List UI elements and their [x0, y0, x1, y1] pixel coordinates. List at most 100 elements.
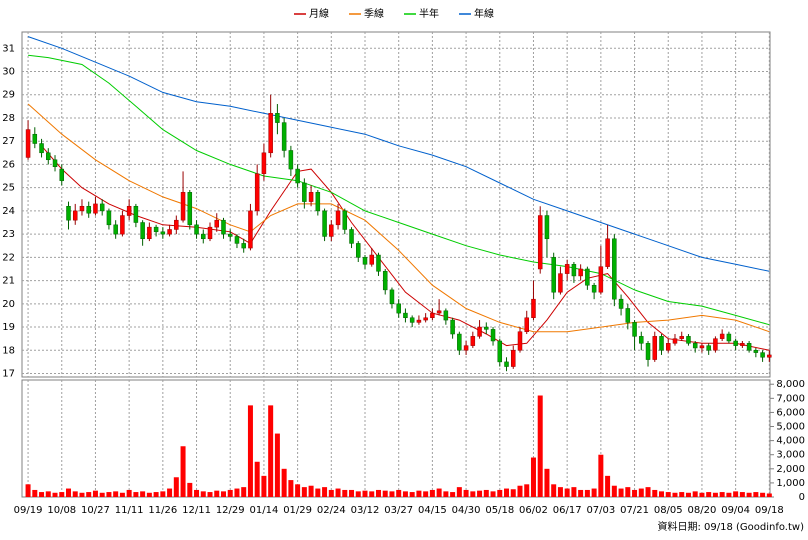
candle-body [59, 168, 65, 181]
candle-body [477, 326, 482, 337]
volume-bar [557, 487, 563, 497]
y-tick-label: 26 [2, 159, 15, 170]
y2-tick-label: 2,000 [776, 464, 805, 475]
candle-body [639, 336, 644, 344]
x-tick-label: 12/29 [216, 505, 245, 516]
y2-tick-label: 6,000 [776, 407, 805, 418]
candle-body [93, 203, 98, 214]
x-tick-label: 01/29 [283, 505, 312, 516]
volume-bar [578, 489, 584, 497]
y-tick-label: 22 [2, 252, 15, 263]
volume-bar [699, 492, 705, 497]
volume-bar [146, 492, 152, 497]
ma-line [41, 145, 770, 351]
candle-body [227, 233, 233, 237]
x-tick-label: 02/24 [317, 505, 346, 516]
candle-body [52, 159, 58, 167]
volume-bar [645, 487, 651, 497]
candle-body [713, 338, 718, 351]
volume-bar [86, 492, 92, 497]
candle-body [140, 222, 145, 240]
candle-body [612, 238, 617, 300]
candle-body [537, 215, 543, 270]
x-tick-label: 10/08 [47, 505, 76, 516]
volume-bar [173, 477, 179, 497]
candle-body [382, 271, 388, 291]
volume-bar [328, 489, 334, 497]
x-tick-label: 07/03 [586, 505, 615, 516]
candle-body [753, 350, 759, 353]
x-tick-label: 11/26 [148, 505, 177, 516]
volume-bar [32, 489, 38, 497]
volume-bar [45, 491, 51, 497]
candle-body [167, 229, 172, 235]
volume-bar [470, 491, 476, 497]
volume-bar [281, 468, 287, 497]
candle-body [308, 192, 314, 202]
candle-body [322, 210, 327, 237]
x-tick-label: 04/15 [418, 505, 447, 516]
candle-body [497, 340, 503, 363]
volume-bar [685, 492, 691, 497]
y2-tick-label: 0 [799, 492, 805, 503]
candle-body [679, 336, 684, 339]
volume-bar [632, 489, 638, 497]
volume-bar [301, 487, 307, 497]
candle-body [524, 317, 529, 332]
candle-body [423, 317, 428, 321]
candle-body [443, 310, 449, 321]
volume-bar [760, 492, 766, 497]
candle-body [416, 319, 422, 323]
volume-bar [766, 493, 772, 497]
volume-bar [268, 405, 274, 497]
candle-body [652, 336, 658, 360]
volume-bar [187, 482, 193, 497]
volume-bar [429, 489, 435, 497]
candle-body [214, 219, 219, 228]
candle-body [692, 343, 698, 349]
y-tick-label: 25 [2, 183, 15, 194]
candle-body [719, 333, 725, 339]
y-tick-label: 18 [2, 345, 15, 356]
candle-body [46, 152, 51, 161]
volume-bar [706, 492, 712, 497]
volume-bar [544, 468, 550, 497]
volume-bar [194, 489, 200, 497]
volume-bar [389, 491, 395, 497]
candle-body [672, 338, 678, 344]
x-tick-label: 03/27 [384, 505, 413, 516]
ma-line [27, 36, 770, 272]
volume-bar [39, 492, 45, 497]
candle-body [153, 226, 159, 233]
x-tick-label: 08/20 [688, 505, 717, 516]
volume-bar [564, 488, 570, 497]
candle-body [302, 182, 307, 202]
candle-body [207, 226, 213, 240]
candle-body [369, 254, 374, 265]
volume-bar [456, 487, 462, 497]
volume-bar [409, 492, 415, 497]
candle-body [79, 205, 85, 212]
volume-bar [746, 492, 752, 497]
volume-bar [72, 491, 78, 497]
volume-bar [537, 395, 543, 497]
ma-line [27, 103, 770, 333]
candle-body [598, 266, 604, 293]
volume-bar [571, 487, 577, 497]
volume-bar [234, 488, 240, 497]
volume-bar [611, 485, 617, 497]
candle-body [281, 122, 287, 151]
candle-body [409, 317, 415, 323]
candle-body [349, 229, 354, 244]
volume-bar [342, 489, 348, 497]
candle-body [706, 345, 711, 351]
volume-bar [99, 492, 105, 497]
volume-bar [396, 489, 402, 497]
volume-bar [315, 488, 321, 497]
volume-bar [335, 488, 341, 497]
candle-body [511, 350, 516, 367]
y-tick-label: 28 [2, 113, 15, 124]
candle-body [430, 312, 435, 319]
volume-bar [65, 488, 71, 497]
